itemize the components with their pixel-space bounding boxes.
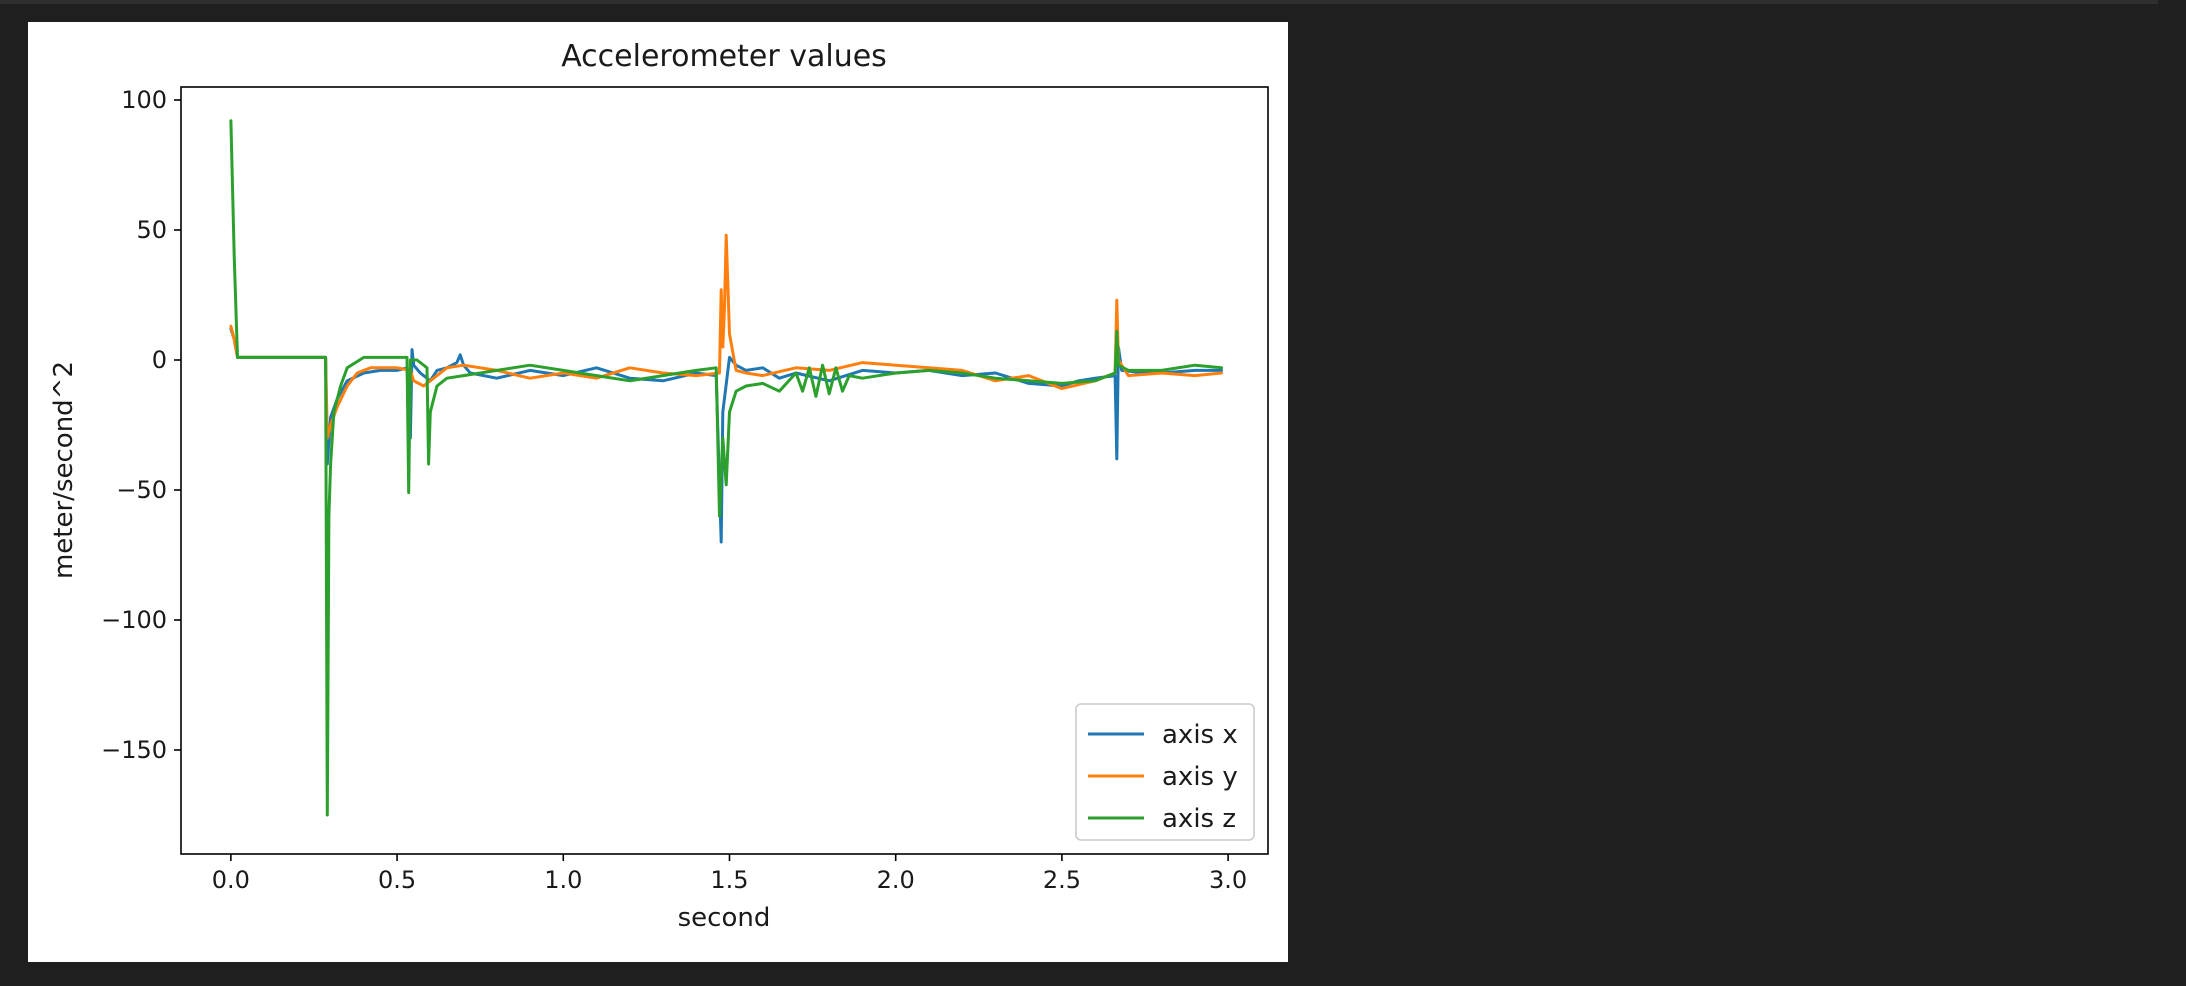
y-tick-label: 50 [136,216,167,244]
x-tick-label: 1.0 [544,866,582,894]
x-tick-label: 0.0 [212,866,250,894]
y-tick-label: −50 [116,476,167,504]
chart-figure: Accelerometer values 0.0 0.5 1.0 1.5 2.0 2.5 3… [28,22,1288,962]
plot-frame [180,86,1269,855]
legend-label: axis y [1162,762,1238,792]
legend-box [1075,703,1255,841]
legend: axis x axis y axis z [1075,703,1255,841]
y-tick-label: −150 [101,736,167,764]
y-tick-label: 100 [121,86,167,114]
series-line-axis-x [229,327,1223,544]
x-axis: 0.0 0.5 1.0 1.5 2.0 2.5 3.0 [212,854,1247,894]
legend-label: axis z [1162,804,1236,834]
y-axis: 100 50 0 −50 −100 −150 [101,86,181,764]
x-tick-label: 2.0 [877,866,915,894]
x-axis-label: second [678,903,771,933]
legend-label: axis x [1162,720,1238,750]
x-tick-label: 2.5 [1043,866,1081,894]
y-axis-label: meter/second^2 [49,361,79,579]
window-top-border [0,0,2158,4]
x-tick-label: 3.0 [1209,866,1247,894]
y-tick-label: 0 [152,346,167,374]
x-tick-label: 1.5 [710,866,748,894]
chart-title: Accelerometer values [561,39,887,74]
y-tick-label: −100 [101,606,167,634]
series-line-axis-y [229,233,1223,440]
x-tick-label: 0.5 [378,866,416,894]
series-line-axis-z [229,119,1223,817]
chart-svg: Accelerometer values 0.0 0.5 1.0 1.5 2.0 2.5 3… [49,39,1269,933]
